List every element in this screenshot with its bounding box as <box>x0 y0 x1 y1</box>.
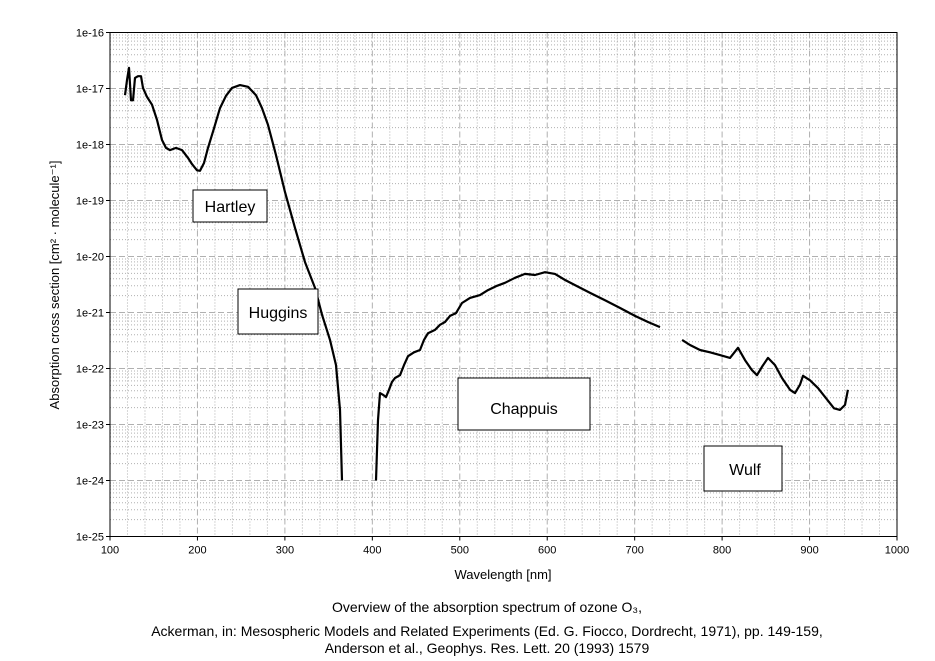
x-tick-label: 700 <box>625 545 643 557</box>
y-tick-label: 1e-17 <box>76 84 104 96</box>
annotation-wulf: Wulf <box>703 445 783 492</box>
axis-ticks: 100 200 300 400 500 600 700 800 900 1000 1e-16 1e-1… <box>76 28 909 557</box>
annotation-label: Hartley <box>205 199 256 216</box>
series-line <box>374 271 661 481</box>
series-line <box>123 66 344 481</box>
annotation-hartley: Hartley <box>192 189 268 223</box>
x-tick-label: 600 <box>538 545 556 557</box>
y-tick-label: 1e-25 <box>76 532 104 544</box>
y-tick-label: 1e-20 <box>76 252 104 264</box>
annotation-chappuis: Chappuis <box>457 377 591 431</box>
series-line <box>681 338 849 411</box>
series-lines <box>123 66 849 481</box>
caption-line-3: Anderson et al., Geophys. Res. Lett. 20 … <box>325 640 650 656</box>
plot-frame <box>109 32 898 537</box>
annotation-huggins: Huggins <box>237 288 319 335</box>
x-tick-label: 100 <box>101 545 119 557</box>
x-tick-label: 300 <box>276 545 294 557</box>
x-tick-label: 900 <box>800 545 818 557</box>
y-tick-label: 1e-23 <box>76 420 104 432</box>
y-tick-label: 1e-16 <box>76 28 104 40</box>
y-tick-label: 1e-19 <box>76 196 104 208</box>
x-tick-label: 400 <box>363 545 381 557</box>
x-tick-label: 1000 <box>885 545 909 557</box>
x-axis-label: Wavelength [nm] <box>454 567 551 582</box>
y-tick-label: 1e-24 <box>76 476 104 488</box>
x-tick-label: 500 <box>451 545 469 557</box>
y-tick-label: 1e-21 <box>76 308 104 320</box>
y-axis-label: Absorption cross section [cm² · molecule… <box>47 161 62 410</box>
x-tick-label: 200 <box>188 545 206 557</box>
annotation-label: Chappuis <box>490 401 558 418</box>
caption-line-2: Ackerman, in: Mesospheric Models and Rel… <box>151 623 823 639</box>
annotation-label: Huggins <box>249 305 308 322</box>
annotation-label: Wulf <box>729 462 761 479</box>
caption-line-1: Overview of the absorption spectrum of o… <box>332 599 642 615</box>
y-tick-label: 1e-18 <box>76 140 104 152</box>
y-tick-label: 1e-22 <box>76 364 104 376</box>
x-tick-label: 800 <box>713 545 731 557</box>
